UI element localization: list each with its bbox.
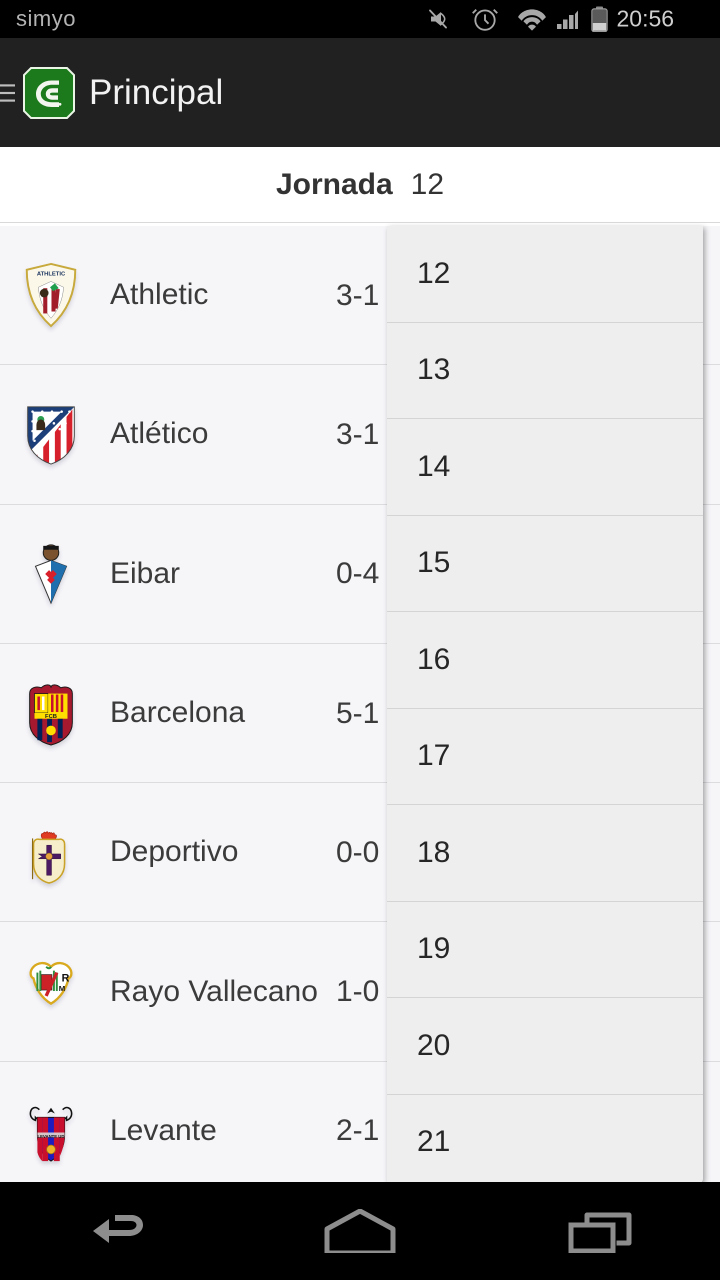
svg-text:ATHLETIC: ATHLETIC xyxy=(37,272,66,278)
svg-text:M: M xyxy=(59,984,65,993)
svg-text:R: R xyxy=(62,972,70,984)
svg-text:LEVANTE UD: LEVANTE UD xyxy=(38,1134,65,1139)
